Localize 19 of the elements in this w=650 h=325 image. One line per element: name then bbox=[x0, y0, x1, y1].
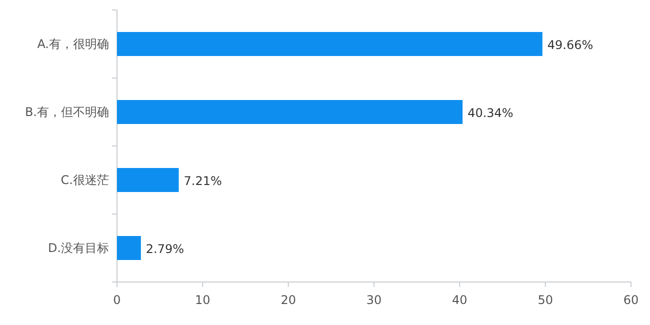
x-tick-label: 50 bbox=[538, 293, 553, 307]
bar bbox=[117, 32, 542, 56]
y-tick-label: B.有，但不明确 bbox=[24, 105, 109, 119]
data-label: 2.79% bbox=[146, 242, 184, 256]
y-tick-label: D.没有目标 bbox=[48, 241, 109, 255]
x-tick-label: 0 bbox=[113, 293, 121, 307]
data-label: 40.34% bbox=[468, 106, 514, 120]
y-tick-label: C.很迷茫 bbox=[60, 173, 109, 187]
x-tick-label: 20 bbox=[280, 293, 296, 307]
x-tick-label: 30 bbox=[366, 293, 382, 307]
data-label: 49.66% bbox=[547, 38, 594, 52]
x-tick-label: 40 bbox=[452, 293, 468, 307]
x-tick-label: 10 bbox=[195, 293, 210, 307]
x-tick-label: 60 bbox=[623, 293, 639, 307]
data-label: 7.21% bbox=[184, 174, 222, 188]
y-tick-label: A.有，很明确 bbox=[37, 37, 109, 51]
bar bbox=[117, 168, 179, 192]
bar bbox=[117, 236, 141, 260]
bar bbox=[117, 100, 463, 124]
